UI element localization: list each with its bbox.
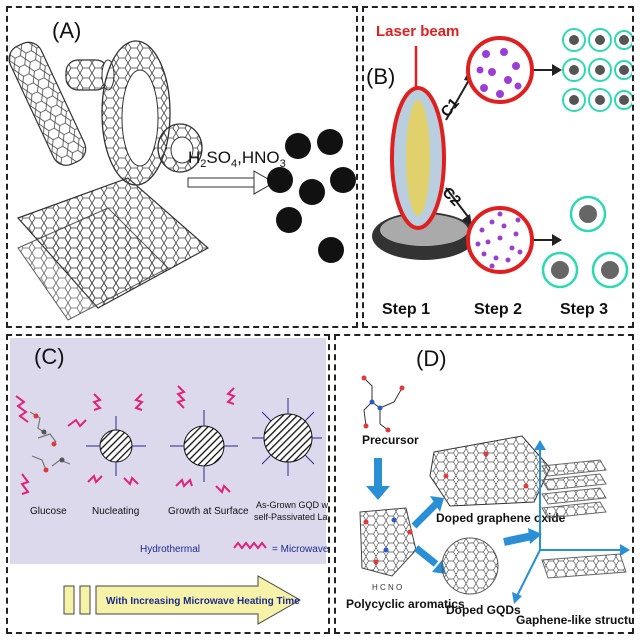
nanotube-ring xyxy=(157,123,203,173)
growth-dot xyxy=(170,385,238,494)
stage-glucose: Glucose xyxy=(30,506,67,517)
time-arrow xyxy=(95,575,302,625)
microwave-legend-icon xyxy=(233,541,267,550)
time-bar-1 xyxy=(63,585,75,615)
nanotube-slanted xyxy=(8,41,87,166)
microwave-legend-label: = Microwave xyxy=(272,544,328,555)
graphene-axes xyxy=(515,448,622,599)
stage-as-grown-line1: As-Grown GQD with xyxy=(256,500,328,510)
quantum-dots-black xyxy=(267,129,356,263)
time-bar-2 xyxy=(79,585,91,615)
panel-c: Glucose Nucleating Growth at Surface As-… xyxy=(6,334,330,634)
doped-gqds-label: Doped GQDs xyxy=(446,603,521,617)
doped-gqd-sheet xyxy=(441,537,499,595)
panel-a: H2SO4,HNO3 (A) xyxy=(6,6,358,328)
panel-b: C1 C2 xyxy=(362,6,634,328)
passivated-dots-small xyxy=(562,28,632,112)
panel-d-label: (D) xyxy=(416,346,447,371)
reagent-formula: H2SO4,HNO3 xyxy=(188,148,286,170)
stage-as-grown-line2: self-Passivated Layer xyxy=(254,512,328,522)
precursor-label: Precursor xyxy=(362,433,419,447)
hydrothermal-label: Hydrothermal xyxy=(140,544,200,555)
panel-c-graphic: Glucose Nucleating Growth at Surface As-… xyxy=(15,385,328,625)
laser-beam-label: Laser beam xyxy=(376,23,459,40)
panel-b-graphic: C1 C2 xyxy=(372,23,632,318)
step1-label: Step 1 xyxy=(382,301,430,318)
time-arrow-label: With Increasing Microwave Heating Time xyxy=(106,596,300,607)
glucose-cluster xyxy=(15,395,87,495)
elements-label: H C N O xyxy=(372,583,402,592)
panel-b-label: (B) xyxy=(366,64,396,89)
panel-a-arrow xyxy=(187,170,276,195)
panel-a-graphic: H2SO4,HNO3 xyxy=(8,40,356,321)
precursor-molecule xyxy=(363,377,403,431)
doped-graphene-oxide-label: Doped graphene oxide xyxy=(436,511,566,525)
doped-graphene-oxide-sheet xyxy=(429,435,551,507)
as-grown-gqd xyxy=(252,398,322,476)
stage-nucleating: Nucleating xyxy=(92,506,139,517)
graphene-like-label: Gaphene-like structures xyxy=(516,613,632,627)
stage-growth: Growth at Surface xyxy=(168,506,249,517)
graphene-layers xyxy=(541,459,627,579)
panel-d-graphic: Precursor H C N O Polycyclic aromatics D… xyxy=(346,375,632,627)
nucleating-dot xyxy=(86,393,146,486)
panel-d: Precursor H C N O Polycyclic aromatics D… xyxy=(334,334,634,634)
graphene-sheet xyxy=(16,177,210,321)
polycyclic-label: Polycyclic aromatics xyxy=(346,597,465,611)
panel-c-label: (C) xyxy=(34,344,65,369)
step3-label: Step 3 xyxy=(560,301,608,318)
step2-label: Step 2 xyxy=(474,301,522,318)
panel-a-label: (A) xyxy=(52,18,82,43)
passivated-dots-large xyxy=(541,195,629,289)
nanotube-large xyxy=(101,40,171,186)
polycyclic-aromatics xyxy=(359,507,417,577)
